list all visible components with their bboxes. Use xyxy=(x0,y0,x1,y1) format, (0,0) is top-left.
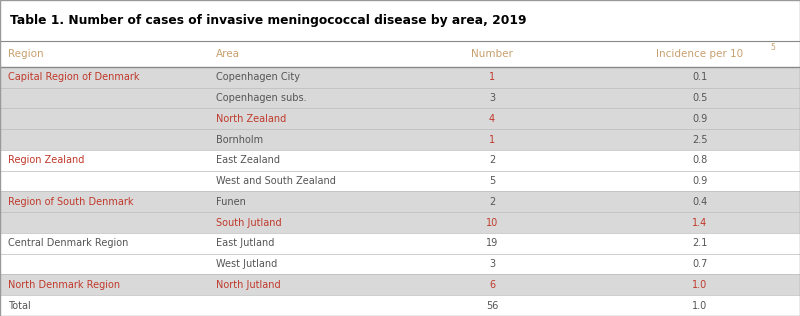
FancyBboxPatch shape xyxy=(0,67,800,88)
Text: Table 1. Number of cases of invasive meningococcal disease by area, 2019: Table 1. Number of cases of invasive men… xyxy=(10,14,526,27)
FancyBboxPatch shape xyxy=(0,191,800,212)
Text: 1.4: 1.4 xyxy=(692,218,708,228)
Text: 19: 19 xyxy=(486,238,498,248)
Text: South Jutland: South Jutland xyxy=(216,218,282,228)
FancyBboxPatch shape xyxy=(0,88,800,108)
Text: Funen: Funen xyxy=(216,197,246,207)
Text: West and South Zealand: West and South Zealand xyxy=(216,176,336,186)
FancyBboxPatch shape xyxy=(0,150,800,171)
Text: 1.0: 1.0 xyxy=(692,280,708,290)
Text: East Jutland: East Jutland xyxy=(216,238,274,248)
Text: Total: Total xyxy=(8,301,30,311)
Text: Area: Area xyxy=(216,49,240,59)
Text: North Zealand: North Zealand xyxy=(216,114,286,124)
Text: North Jutland: North Jutland xyxy=(216,280,281,290)
Text: 1: 1 xyxy=(489,135,495,145)
FancyBboxPatch shape xyxy=(0,171,800,191)
Text: Number: Number xyxy=(471,49,513,59)
FancyBboxPatch shape xyxy=(0,295,800,316)
Text: 0.7: 0.7 xyxy=(692,259,708,269)
FancyBboxPatch shape xyxy=(0,275,800,295)
Text: 0.9: 0.9 xyxy=(692,176,708,186)
Text: 2.1: 2.1 xyxy=(692,238,708,248)
FancyBboxPatch shape xyxy=(0,233,800,254)
Text: Region: Region xyxy=(8,49,44,59)
Text: North Denmark Region: North Denmark Region xyxy=(8,280,120,290)
FancyBboxPatch shape xyxy=(0,41,800,67)
Text: 56: 56 xyxy=(486,301,498,311)
Text: 6: 6 xyxy=(489,280,495,290)
Text: 2: 2 xyxy=(489,155,495,165)
Text: 5: 5 xyxy=(770,43,775,52)
Text: 10: 10 xyxy=(486,218,498,228)
FancyBboxPatch shape xyxy=(0,108,800,129)
Text: Copenhagen City: Copenhagen City xyxy=(216,72,300,82)
Text: Capital Region of Denmark: Capital Region of Denmark xyxy=(8,72,139,82)
Text: 3: 3 xyxy=(489,259,495,269)
Text: Region of South Denmark: Region of South Denmark xyxy=(8,197,134,207)
Text: 2: 2 xyxy=(489,197,495,207)
FancyBboxPatch shape xyxy=(0,254,800,275)
Text: 5: 5 xyxy=(489,176,495,186)
Text: East Zealand: East Zealand xyxy=(216,155,280,165)
Text: Central Denmark Region: Central Denmark Region xyxy=(8,238,128,248)
Text: 4: 4 xyxy=(489,114,495,124)
FancyBboxPatch shape xyxy=(0,129,800,150)
Text: 2.5: 2.5 xyxy=(692,135,708,145)
Text: 0.8: 0.8 xyxy=(692,155,708,165)
FancyBboxPatch shape xyxy=(0,0,800,41)
Text: 0.1: 0.1 xyxy=(692,72,708,82)
Text: 0.4: 0.4 xyxy=(692,197,708,207)
Text: 0.9: 0.9 xyxy=(692,114,708,124)
Text: 1.0: 1.0 xyxy=(692,301,708,311)
Text: 0.5: 0.5 xyxy=(692,93,708,103)
Text: 1: 1 xyxy=(489,72,495,82)
Text: 3: 3 xyxy=(489,93,495,103)
Text: West Jutland: West Jutland xyxy=(216,259,278,269)
Text: Copenhagen subs.: Copenhagen subs. xyxy=(216,93,306,103)
Text: Incidence per 10: Incidence per 10 xyxy=(657,49,743,59)
Text: Bornholm: Bornholm xyxy=(216,135,263,145)
FancyBboxPatch shape xyxy=(0,212,800,233)
Text: Region Zealand: Region Zealand xyxy=(8,155,84,165)
